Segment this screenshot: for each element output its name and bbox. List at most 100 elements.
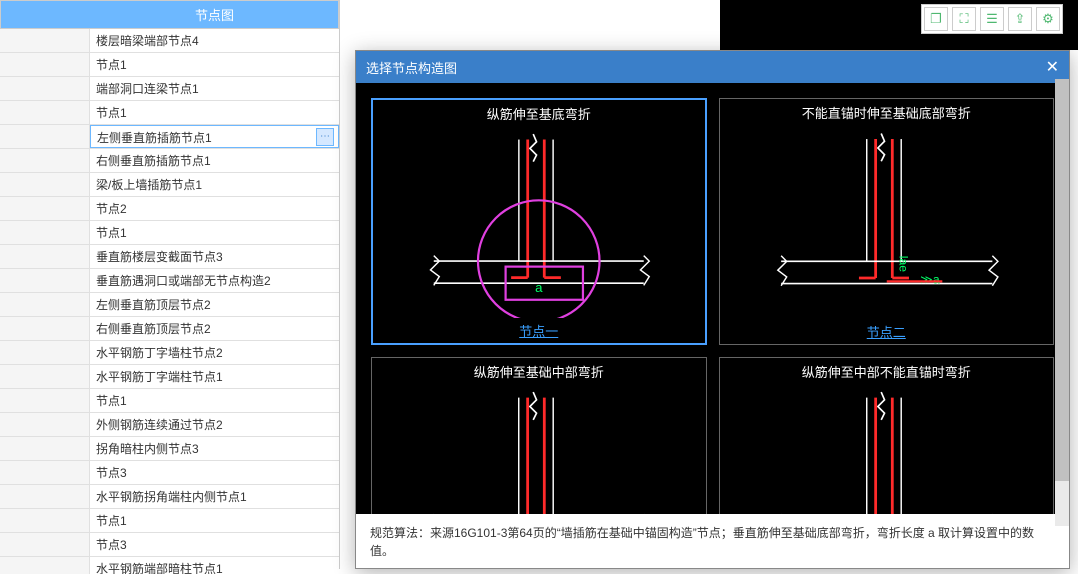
node-table-panel: 节点图 楼层暗梁端部节点4节点1端部洞口连梁节点1节点1左侧垂直筋插筋节点1⋯右…: [0, 0, 340, 569]
row-name-cell[interactable]: 节点1: [90, 53, 339, 76]
row-index-cell: [0, 221, 90, 244]
row-index-cell: [0, 29, 90, 52]
row-name-cell[interactable]: 右侧垂直筋顶层节点2: [90, 317, 339, 340]
row-name-cell[interactable]: 水平钢筋端部暗柱节点1: [90, 557, 339, 574]
row-name-cell[interactable]: 水平钢筋拐角端柱内侧节点1: [90, 485, 339, 508]
table-row[interactable]: 节点3: [0, 533, 339, 557]
table-row[interactable]: 水平钢筋端部暗柱节点1: [0, 557, 339, 574]
row-name-cell[interactable]: 拐角暗柱内侧节点3: [90, 437, 339, 460]
svg-text:a: a: [535, 280, 543, 295]
row-index-cell: [0, 341, 90, 364]
table-body: 楼层暗梁端部节点4节点1端部洞口连梁节点1节点1左侧垂直筋插筋节点1⋯右侧垂直筋…: [0, 29, 339, 574]
row-index-cell: [0, 293, 90, 316]
row-name-cell[interactable]: 左侧垂直筋顶层节点2: [90, 293, 339, 316]
row-index-cell: [0, 509, 90, 532]
table-row[interactable]: 节点2: [0, 197, 339, 221]
diagram-card[interactable]: 纵筋伸至基础中部弯折 基础 a 节点三: [371, 357, 707, 514]
diagram-title: 纵筋伸至基底弯折: [373, 100, 705, 127]
tool-export-icon[interactable]: ⇪: [1008, 7, 1032, 31]
diagram-link-label[interactable]: 节点一: [373, 318, 705, 343]
diagram-svg: 基础 a: [372, 385, 706, 514]
viewport-toolbar: ❐ ⛶ ☰ ⇪ ⚙: [921, 4, 1063, 34]
row-index-cell: [0, 269, 90, 292]
row-name-cell[interactable]: 右侧垂直筋插筋节点1: [90, 149, 339, 172]
close-icon[interactable]: ✕: [1046, 57, 1059, 77]
table-row[interactable]: 水平钢筋拐角端柱内侧节点1: [0, 485, 339, 509]
row-name-cell[interactable]: 梁/板上墙插筋节点1: [90, 173, 339, 196]
table-header: 节点图: [0, 0, 339, 29]
table-row[interactable]: 端部洞口连梁节点1: [0, 77, 339, 101]
dialog-titlebar: 选择节点构造图 ✕: [356, 51, 1069, 83]
tool-copy-icon[interactable]: ❐: [924, 7, 948, 31]
row-index-cell: [0, 53, 90, 76]
table-row[interactable]: 右侧垂直筋顶层节点2: [0, 317, 339, 341]
row-index-cell: [0, 413, 90, 436]
table-row[interactable]: 楼层暗梁端部节点4: [0, 29, 339, 53]
row-index-cell: [0, 149, 90, 172]
tool-list-icon[interactable]: ☰: [980, 7, 1004, 31]
dialog-footer-text: 规范算法：来源16G101-3第64页的“墙插筋在基础中锚固构造”节点；垂直筋伸…: [356, 514, 1069, 568]
row-name-cell[interactable]: 节点3: [90, 461, 339, 484]
diagram-link-label[interactable]: 节点二: [720, 319, 1054, 344]
diagram-svg: lae ≫a: [720, 385, 1054, 514]
row-name-cell[interactable]: 水平钢筋丁字端柱节点1: [90, 365, 339, 388]
row-name-cell[interactable]: 端部洞口连梁节点1: [90, 77, 339, 100]
row-index-cell: [0, 173, 90, 196]
table-row[interactable]: 左侧垂直筋顶层节点2: [0, 293, 339, 317]
diagram-title: 纵筋伸至中部不能直锚时弯折: [720, 358, 1054, 385]
tool-fullscreen-icon[interactable]: ⛶: [952, 7, 976, 31]
row-index-cell: [0, 125, 90, 148]
row-index-cell: [0, 437, 90, 460]
row-name-cell[interactable]: 节点1: [90, 221, 339, 244]
dialog-scrollbar[interactable]: [1055, 79, 1069, 526]
dialog-title-text: 选择节点构造图: [366, 58, 457, 77]
row-name-cell[interactable]: 水平钢筋丁字墙柱节点2: [90, 341, 339, 364]
table-row[interactable]: 梁/板上墙插筋节点1: [0, 173, 339, 197]
row-name-cell[interactable]: 外侧钢筋连续通过节点2: [90, 413, 339, 436]
svg-text:lae: lae: [896, 256, 910, 273]
row-name-cell[interactable]: 垂直筋遇洞口或端部无节点构造2: [90, 269, 339, 292]
diagram-svg: lae ≫a: [720, 126, 1054, 319]
table-row[interactable]: 拐角暗柱内侧节点3: [0, 437, 339, 461]
table-row[interactable]: 节点1: [0, 101, 339, 125]
row-name-cell[interactable]: 左侧垂直筋插筋节点1⋯: [90, 125, 339, 148]
table-row[interactable]: 垂直筋遇洞口或端部无节点构造2: [0, 269, 339, 293]
row-index-cell: [0, 389, 90, 412]
row-name-cell[interactable]: 节点1: [90, 389, 339, 412]
table-row[interactable]: 垂直筋楼层变截面节点3: [0, 245, 339, 269]
row-name-cell[interactable]: 节点2: [90, 197, 339, 220]
table-row[interactable]: 左侧垂直筋插筋节点1⋯: [0, 125, 339, 149]
diagram-card[interactable]: 纵筋伸至基底弯折 a 节点一: [371, 98, 707, 345]
table-row[interactable]: 右侧垂直筋插筋节点1: [0, 149, 339, 173]
tool-settings-icon[interactable]: ⚙: [1036, 7, 1060, 31]
table-row[interactable]: 水平钢筋丁字墙柱节点2: [0, 341, 339, 365]
select-node-dialog: 选择节点构造图 ✕ 纵筋伸至基底弯折 a 节点一 不能直锚时伸至基础底部弯折: [355, 50, 1070, 569]
ellipsis-button[interactable]: ⋯: [316, 128, 334, 146]
row-name-cell[interactable]: 楼层暗梁端部节点4: [90, 29, 339, 52]
row-index-cell: [0, 317, 90, 340]
table-row[interactable]: 节点1: [0, 509, 339, 533]
row-index-cell: [0, 533, 90, 556]
row-name-cell[interactable]: 节点1: [90, 101, 339, 124]
row-index-cell: [0, 461, 90, 484]
table-row[interactable]: 节点1: [0, 389, 339, 413]
row-name-cell[interactable]: 节点3: [90, 533, 339, 556]
row-index-cell: [0, 77, 90, 100]
scrollbar-thumb[interactable]: [1055, 79, 1069, 481]
row-index-cell: [0, 485, 90, 508]
row-name-cell[interactable]: 节点1: [90, 509, 339, 532]
diagram-title: 纵筋伸至基础中部弯折: [372, 358, 706, 385]
diagram-card[interactable]: 纵筋伸至中部不能直锚时弯折 lae ≫a 节点四: [719, 357, 1055, 514]
table-row[interactable]: 节点3: [0, 461, 339, 485]
table-row[interactable]: 水平钢筋丁字端柱节点1: [0, 365, 339, 389]
diagram-title: 不能直锚时伸至基础底部弯折: [720, 99, 1054, 126]
table-row[interactable]: 外侧钢筋连续通过节点2: [0, 413, 339, 437]
row-index-cell: [0, 197, 90, 220]
row-index-cell: [0, 101, 90, 124]
row-name-cell[interactable]: 垂直筋楼层变截面节点3: [90, 245, 339, 268]
row-index-cell: [0, 245, 90, 268]
table-row[interactable]: 节点1: [0, 221, 339, 245]
diagram-card[interactable]: 不能直锚时伸至基础底部弯折 lae ≫a 节点二: [719, 98, 1055, 345]
table-row[interactable]: 节点1: [0, 53, 339, 77]
dialog-body: 纵筋伸至基底弯折 a 节点一 不能直锚时伸至基础底部弯折: [356, 83, 1069, 514]
